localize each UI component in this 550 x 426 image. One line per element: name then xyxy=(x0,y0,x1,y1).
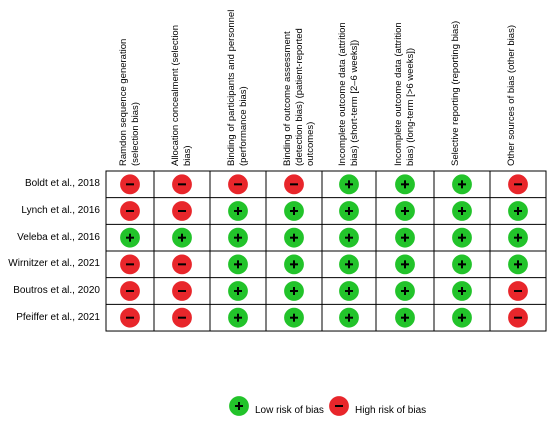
risk-high-marker xyxy=(170,279,194,303)
risk-low-marker xyxy=(282,279,306,303)
risk-low-marker xyxy=(450,253,474,276)
risk-high-marker xyxy=(506,306,530,329)
risk-high-marker xyxy=(170,173,194,196)
risk-low-marker xyxy=(226,279,250,303)
risk-low-marker xyxy=(393,226,417,249)
risk-low-marker xyxy=(337,199,361,223)
risk-low-marker xyxy=(450,199,474,223)
study-label: Veleba et al., 2016 xyxy=(17,231,100,243)
risk-low-marker xyxy=(506,199,530,223)
risk-high-marker xyxy=(118,306,142,329)
risk-high-marker xyxy=(506,279,530,303)
legend-high-marker xyxy=(327,394,351,418)
risk-low-marker xyxy=(282,253,306,276)
risk-low-marker xyxy=(282,199,306,223)
legend-low-marker xyxy=(227,394,251,418)
study-label: Lynch et al., 2016 xyxy=(21,205,100,216)
risk-low-marker xyxy=(450,279,474,303)
risk-low-marker xyxy=(226,253,250,276)
risk-low-marker xyxy=(170,226,194,249)
risk-low-marker xyxy=(393,199,417,223)
risk-low-marker xyxy=(118,226,142,249)
risk-low-marker xyxy=(337,279,361,303)
risk-low-marker xyxy=(450,306,474,329)
risk-high-marker xyxy=(226,173,250,196)
risk-low-marker xyxy=(282,306,306,329)
risk-low-marker xyxy=(393,279,417,303)
risk-low-marker xyxy=(506,253,530,276)
study-label: Wirnitzer et al., 2021 xyxy=(8,258,100,270)
risk-high-marker xyxy=(170,306,194,329)
risk-high-marker xyxy=(118,253,142,276)
risk-low-marker xyxy=(450,173,474,196)
risk-high-marker xyxy=(118,199,142,223)
study-label: Boutros et al., 2020 xyxy=(13,285,100,296)
risk-low-marker xyxy=(393,306,417,329)
risk-low-marker xyxy=(393,253,417,276)
risk-high-marker xyxy=(170,253,194,276)
risk-low-marker xyxy=(226,199,250,223)
risk-low-marker xyxy=(337,226,361,249)
risk-high-marker xyxy=(118,279,142,303)
risk-low-marker xyxy=(450,226,474,249)
risk-low-marker xyxy=(226,226,250,249)
risk-low-marker xyxy=(226,306,250,329)
risk-low-marker xyxy=(337,173,361,196)
risk-low-marker xyxy=(337,306,361,329)
risk-low-marker xyxy=(393,173,417,196)
legend-high-label: High risk of bias xyxy=(355,405,427,416)
risk-high-marker xyxy=(282,173,306,196)
risk-high-marker xyxy=(118,173,142,196)
study-label: Pfeiffer et al., 2021 xyxy=(16,311,100,323)
study-label: Boldt et al., 2018 xyxy=(24,178,100,190)
legend-low-label: Low risk of bias xyxy=(255,405,324,416)
risk-low-marker xyxy=(337,253,361,276)
risk-high-marker xyxy=(506,173,530,196)
risk-low-marker xyxy=(506,226,530,249)
risk-low-marker xyxy=(282,226,306,249)
risk-high-marker xyxy=(170,199,194,223)
